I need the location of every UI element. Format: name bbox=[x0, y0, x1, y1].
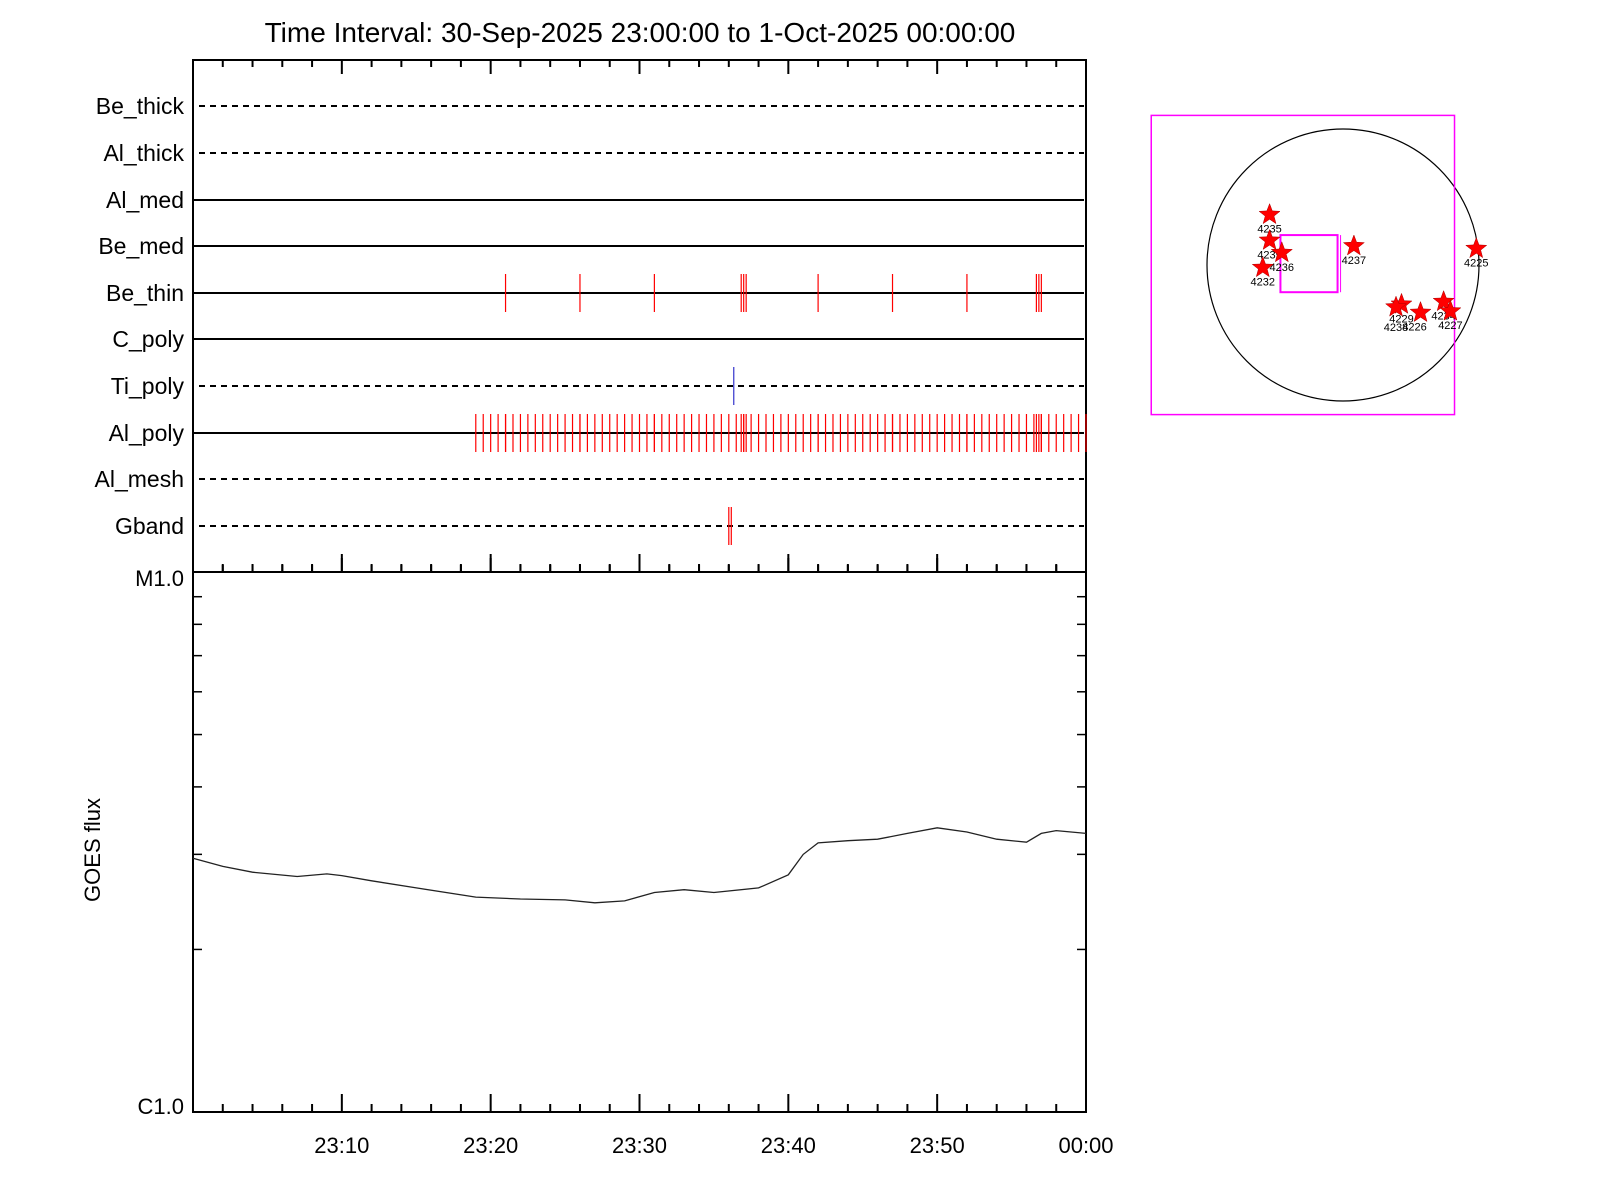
goes-y-axis-label: GOES flux bbox=[80, 798, 105, 902]
active-region-label: 4226 bbox=[1402, 322, 1426, 334]
active-region-label: 4238 bbox=[1384, 322, 1408, 334]
active-region-star bbox=[1258, 202, 1281, 225]
active-region-star bbox=[1432, 289, 1455, 312]
row-label-be_med: Be_med bbox=[98, 233, 184, 259]
row-label-ti_poly: Ti_poly bbox=[111, 373, 185, 399]
active-region-star bbox=[1251, 255, 1274, 278]
goes-x-tick-label: 23:40 bbox=[761, 1133, 816, 1158]
goes-x-tick-label: 23:30 bbox=[612, 1133, 667, 1158]
goes-x-tick-label: 23:20 bbox=[463, 1133, 518, 1158]
active-region-star bbox=[1409, 300, 1432, 323]
goes-y-tick-label: M1.0 bbox=[135, 566, 184, 591]
timeline-frame bbox=[192, 59, 1087, 573]
goes-x-tick-label: 00:00 bbox=[1058, 1133, 1113, 1158]
active-region-star bbox=[1439, 299, 1462, 321]
filter-timeline-panel: Be_thick Al_thick Al_med Be_med Be_thin C_pol… bbox=[95, 59, 1087, 573]
fov-inner-box bbox=[1279, 234, 1339, 294]
row-label-gband: Gband bbox=[115, 513, 184, 539]
active-region-label: 4229 bbox=[1389, 313, 1413, 325]
active-region-label: 4237 bbox=[1342, 255, 1366, 267]
active-region-label: 4227 bbox=[1438, 320, 1462, 332]
chart-title: Time Interval: 30-Sep-2025 23:00:00 to 1… bbox=[265, 17, 1016, 48]
row-label-al_med: Al_med bbox=[106, 187, 184, 213]
active-region-star bbox=[1270, 241, 1293, 263]
active-region-star bbox=[1342, 234, 1365, 256]
active-region-star bbox=[1258, 228, 1281, 250]
row-label-al_mesh: Al_mesh bbox=[95, 466, 184, 492]
goes-frame bbox=[192, 571, 1087, 1113]
active-region-star bbox=[1384, 295, 1408, 317]
row-label-be_thick: Be_thick bbox=[96, 93, 185, 119]
goes-flux-panel: M1.0 C1.0 23:10 23:20 23:30 23:40 23:50 00:00 bbox=[135, 554, 1114, 1158]
solar-disk bbox=[1206, 128, 1480, 402]
row-label-al_poly: Al_poly bbox=[109, 420, 185, 446]
goes-x-tick-label: 23:10 bbox=[314, 1133, 369, 1158]
goes-x-tick-label: 23:50 bbox=[910, 1133, 965, 1158]
active-region-label: 4225 bbox=[1464, 258, 1488, 270]
goes-flux-line bbox=[192, 827, 1087, 904]
row-label-al_thick: Al_thick bbox=[103, 140, 184, 166]
active-region-star bbox=[1465, 236, 1488, 259]
row-label-be_thin: Be_thin bbox=[106, 280, 184, 306]
active-region-label: 4232 bbox=[1251, 277, 1275, 289]
fov-outer-box bbox=[1150, 114, 1456, 416]
solar-disk-panel: 4235423942364232423742254226422942384234… bbox=[1150, 114, 1489, 416]
active-region-label: 4236 bbox=[1270, 262, 1294, 274]
goes-y-tick-label: C1.0 bbox=[138, 1094, 184, 1119]
row-label-c_poly: C_poly bbox=[112, 326, 184, 352]
